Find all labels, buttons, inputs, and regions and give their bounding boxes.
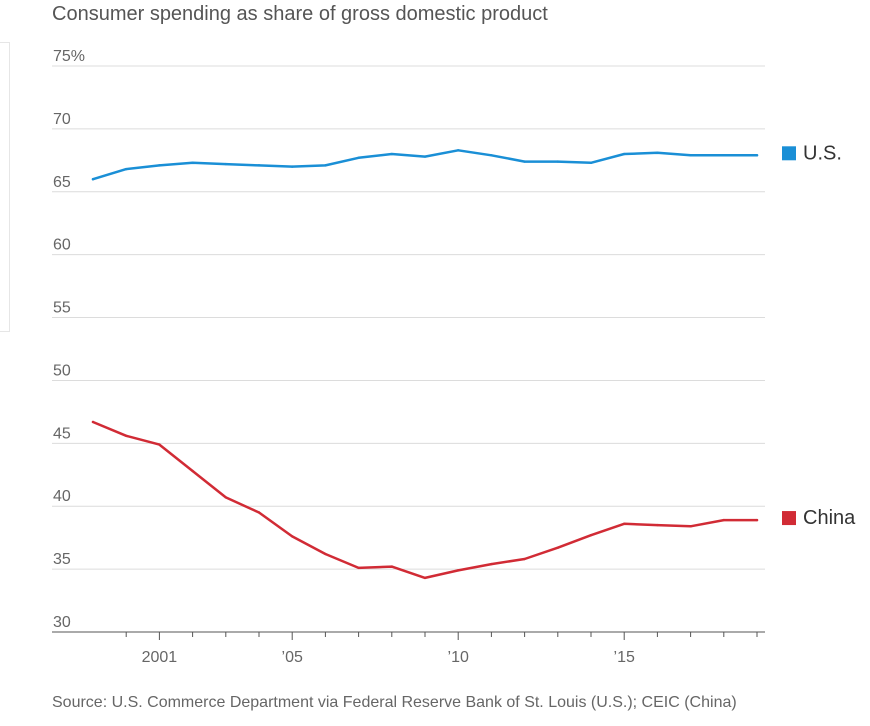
y-tick-label: 65 bbox=[53, 174, 71, 191]
series-line-1 bbox=[91, 420, 759, 580]
data-point bbox=[324, 164, 327, 167]
data-point bbox=[722, 518, 725, 522]
chart-title: Consumer spending as share of gross dome… bbox=[52, 3, 548, 25]
x-tick-label: ’05 bbox=[282, 649, 303, 666]
data-point bbox=[125, 434, 128, 437]
data-point bbox=[224, 162, 227, 166]
series-lines bbox=[91, 149, 759, 580]
y-tick-label: 55 bbox=[53, 300, 71, 317]
data-point bbox=[91, 420, 95, 424]
legend-swatch bbox=[782, 511, 796, 526]
data-point bbox=[91, 178, 95, 181]
data-point bbox=[357, 566, 360, 570]
data-point bbox=[556, 546, 559, 549]
chart-source: Source: U.S. Commerce Department via Fed… bbox=[52, 694, 737, 711]
x-tick-label: 2001 bbox=[142, 649, 178, 666]
data-point bbox=[257, 511, 261, 514]
x-tick-label: ’10 bbox=[448, 649, 469, 666]
data-point bbox=[457, 569, 460, 572]
y-tick-label: 35 bbox=[53, 551, 71, 568]
series-line-0 bbox=[91, 149, 759, 181]
data-point bbox=[125, 167, 128, 171]
y-tick-label: 45 bbox=[53, 425, 71, 442]
line-chart: 75% 70 65 60 55 50 45 40 35 30 2001 ’05 ’10 ’15 U.S.… bbox=[52, 48, 856, 666]
legend-swatch bbox=[782, 146, 796, 161]
data-point bbox=[158, 164, 161, 167]
y-tick-label: 75% bbox=[53, 48, 85, 65]
data-point bbox=[523, 160, 526, 163]
data-point bbox=[523, 557, 526, 561]
data-point bbox=[357, 156, 360, 160]
x-tick-label: ’15 bbox=[614, 649, 635, 666]
data-point bbox=[423, 155, 427, 158]
data-point bbox=[490, 562, 493, 566]
data-point bbox=[291, 165, 294, 168]
data-point bbox=[589, 161, 593, 165]
data-point bbox=[755, 518, 759, 522]
gridlines bbox=[52, 65, 765, 633]
legend-label: U.S. bbox=[803, 142, 842, 164]
data-point bbox=[589, 533, 593, 537]
data-point bbox=[257, 164, 261, 167]
y-tick-label: 70 bbox=[53, 111, 71, 128]
data-point bbox=[191, 469, 194, 473]
data-point bbox=[324, 552, 327, 556]
data-point bbox=[390, 152, 393, 156]
data-point bbox=[623, 152, 626, 156]
x-axis: 2001 ’05 ’10 ’15 bbox=[125, 632, 758, 666]
left-panel-divider bbox=[0, 42, 10, 332]
data-point bbox=[656, 523, 659, 527]
data-point bbox=[623, 522, 626, 526]
y-tick-label: 60 bbox=[53, 237, 71, 254]
data-point bbox=[224, 496, 227, 499]
data-point bbox=[158, 443, 161, 446]
y-tick-label: 30 bbox=[53, 614, 71, 631]
data-point bbox=[457, 149, 460, 152]
data-point bbox=[390, 565, 393, 568]
data-point bbox=[755, 154, 759, 157]
data-point bbox=[556, 160, 559, 163]
data-point bbox=[490, 154, 493, 157]
y-tick-label: 40 bbox=[53, 488, 71, 505]
data-point bbox=[291, 535, 294, 538]
data-point bbox=[423, 576, 427, 580]
legend-label: China bbox=[803, 507, 856, 529]
data-point bbox=[722, 154, 725, 157]
data-point bbox=[689, 525, 692, 528]
data-point bbox=[191, 161, 194, 165]
data-point bbox=[689, 154, 692, 157]
y-tick-label: 50 bbox=[53, 362, 71, 379]
legend: U.S. China bbox=[782, 142, 856, 529]
data-point bbox=[656, 151, 659, 154]
y-axis-tick-labels: 75% 70 65 60 55 50 45 40 35 30 bbox=[53, 48, 85, 631]
